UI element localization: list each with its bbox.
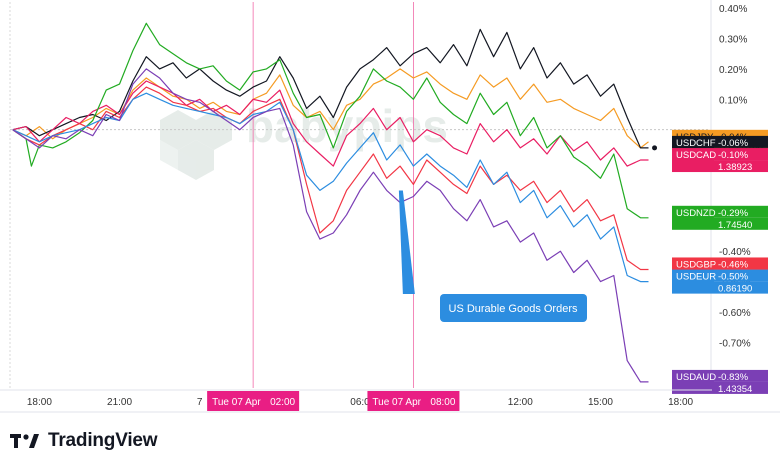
x-tick-label: 12:00	[508, 397, 533, 408]
series-price-tags: USDJPY-0.04%159.60100USDCHF-0.06%0.79758…	[672, 129, 768, 395]
price-tag-change: -0.83%	[718, 372, 749, 383]
price-tag-price: 1.38923	[718, 162, 752, 173]
x-time-badge-date: Tue 07 Apr	[212, 397, 261, 408]
x-time-badge-time: 08:00	[430, 397, 455, 408]
price-tag-symbol: USDCHF	[676, 138, 716, 149]
x-time-badge[interactable]: Tue 07 Apr 02:00	[207, 391, 300, 411]
x-tick-label: 06:0	[350, 397, 370, 408]
price-tag-change-bg	[714, 257, 768, 270]
price-tag-price: 1.43354	[718, 384, 752, 395]
price-tag-symbol: USDAUD	[676, 372, 716, 383]
price-tag-price: 1.74540	[718, 220, 752, 231]
y-tick-label: -0.40%	[719, 247, 751, 258]
price-tag-change-bg	[714, 269, 768, 282]
price-tag-change-bg	[714, 369, 768, 382]
x-tick-label: 18:00	[668, 397, 693, 408]
event-annotation: US Durable Goods Orders	[398, 190, 587, 322]
annotation-callout-box[interactable]	[440, 294, 587, 322]
price-tag-change-bg	[714, 135, 768, 148]
series-line-usdnzd[interactable]	[12, 22, 649, 219]
x-tick-label: 15:00	[588, 397, 613, 408]
price-tag-price-bg	[714, 281, 768, 294]
price-tag-symbol: USDNZD	[676, 208, 716, 219]
price-tag-symbol: USDEUR	[676, 272, 716, 283]
price-tag-usdcad[interactable]: USDCAD -0.10%1.38923	[672, 148, 768, 173]
series-line-usdgbp[interactable]	[12, 86, 649, 271]
price-tag-change: -0.10%	[718, 150, 749, 161]
series-line-usdchf[interactable]	[12, 28, 649, 149]
tradingview-brand[interactable]: TradingView	[10, 428, 158, 454]
price-tag-change-bg	[714, 205, 768, 218]
last-point-marker	[652, 145, 658, 151]
price-tag-change-bg	[714, 148, 768, 161]
x-time-badge[interactable]: Tue 07 Apr 08:00	[367, 391, 460, 411]
price-tag-price: 0.86190	[718, 284, 752, 295]
series-lines	[12, 22, 658, 383]
y-tick-label: -0.60%	[719, 308, 751, 319]
series-line-usdaud[interactable]	[12, 68, 649, 383]
watermark-text: babypips	[246, 100, 448, 152]
brand-name: TradingView	[48, 430, 158, 451]
price-tag-change: -0.29%	[718, 208, 749, 219]
tradingview-logo-icon	[10, 434, 39, 448]
x-time-badge-date: Tue 07 Apr	[372, 397, 421, 408]
y-tick-label: 0.40%	[719, 4, 747, 15]
price-tag-price-bg	[714, 217, 768, 230]
y-tick-label: 0.20%	[719, 65, 747, 76]
price-tag-change: -0.50%	[718, 272, 749, 283]
price-tag-symbol-bg	[672, 205, 714, 230]
price-tag-usdeur[interactable]: USDEUR -0.50%0.86190	[672, 269, 768, 295]
y-tick-label: -0.70%	[719, 338, 751, 349]
y-tick-label: 0.10%	[719, 95, 747, 106]
x-tick-label: 7	[197, 397, 203, 408]
y-axis-panel[interactable]	[712, 0, 780, 390]
x-time-badge-time: 02:00	[270, 397, 295, 408]
price-tag-price-bg	[714, 381, 768, 394]
price-tag-symbol-bg	[672, 148, 714, 173]
price-tag-symbol-bg	[672, 269, 714, 294]
annotation-text: US Durable Goods Orders	[449, 303, 578, 315]
price-tag-change: -0.06%	[718, 138, 749, 149]
x-axis: 18:00 21:00 7 06:0 12:00 15:00 18:00 Tue 07 Apr…	[0, 389, 780, 413]
price-tag-usdnzd[interactable]: USDNZD -0.29%1.74540	[672, 205, 768, 231]
x-tick-label: 18:00	[27, 397, 52, 408]
series-line-usdcad[interactable]	[12, 80, 649, 167]
price-tag-symbol: USDGBP	[676, 259, 716, 270]
watermark-logo-icon	[160, 110, 232, 180]
price-tag-usdaud[interactable]: USDAUD -0.83%1.43354	[672, 369, 768, 395]
y-tick-label: 0.30%	[719, 34, 747, 45]
x-time-badge-bg	[207, 391, 300, 411]
price-tag-change: -0.46%	[718, 259, 749, 270]
y-axis: 0.40% 0.30% 0.20% 0.10% -0.40% -0.50% -0.60% -0…	[710, 0, 780, 390]
annotation-callout-pointer	[398, 190, 415, 294]
price-tag-price-bg	[714, 160, 768, 173]
x-tick-label: 21:00	[107, 397, 132, 408]
gridlines	[9, 2, 710, 388]
x-time-badge-bg	[367, 391, 460, 411]
price-tag-symbol: USDCAD	[676, 150, 716, 161]
